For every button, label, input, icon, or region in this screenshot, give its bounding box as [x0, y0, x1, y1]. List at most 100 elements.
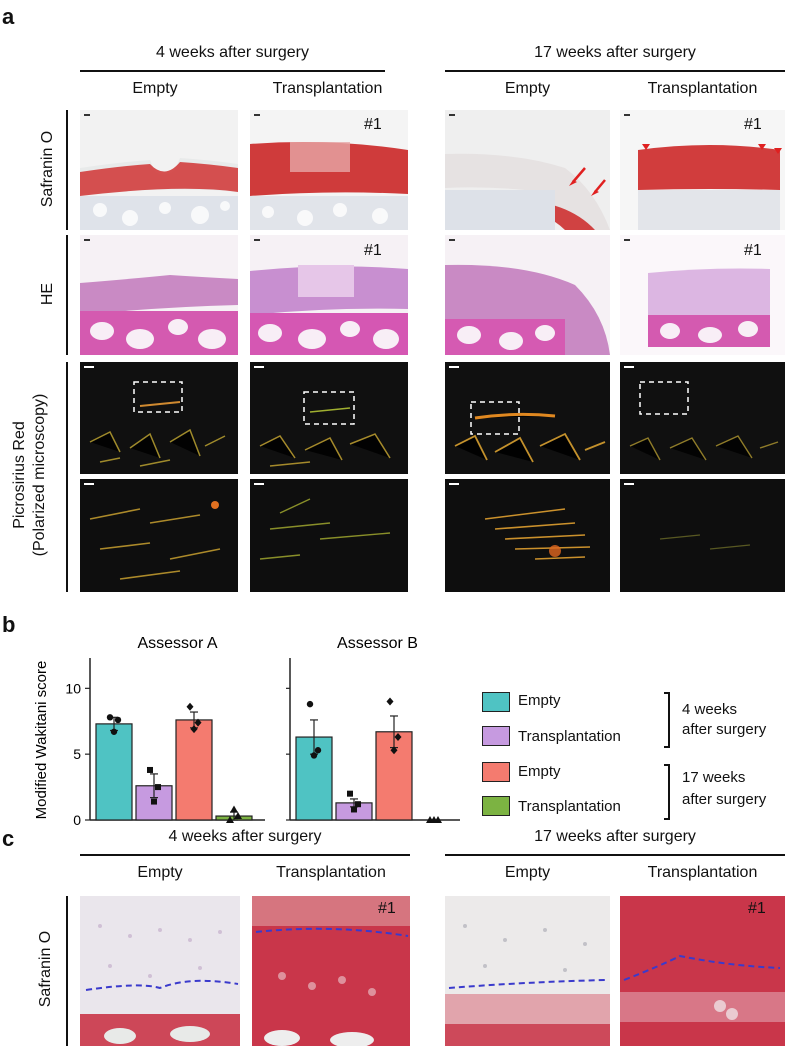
legend-label-empty-17wk: Empty [518, 763, 561, 780]
picrosirius-empty-4wk-zoom-image [80, 479, 238, 592]
scale-bar [84, 366, 94, 368]
row-divider-picrosirius [66, 362, 68, 592]
sample-tag: #1 [364, 242, 382, 259]
row-label-picrosirius: Picrosirius Red [11, 421, 28, 529]
sample-tag: #1 [744, 242, 762, 259]
c-safranin-empty-4wk-image [80, 896, 240, 1046]
legend-label-empty-4wk: Empty [518, 692, 561, 709]
c-row-divider [66, 896, 68, 1046]
picrosirius-transplant-17wk-image [620, 362, 785, 474]
row-label-safranin: Safranin O [39, 130, 56, 208]
c-group-divider-4wk [80, 854, 410, 856]
c-sample-tag: #1 [748, 900, 766, 917]
data-point [314, 747, 322, 754]
y-tick-label: 0 [73, 812, 81, 828]
data-point [190, 725, 198, 734]
c-safranin-empty-17wk-image [445, 896, 610, 1046]
legend-bracket-17wk [664, 764, 670, 820]
legend-group-4wk-line2: after surgery [682, 721, 767, 738]
data-point [310, 752, 318, 759]
safranin-transplant-17wk-image [620, 110, 785, 230]
panel-a-letter: a [2, 4, 15, 29]
he-transplant-17wk-image [620, 235, 785, 355]
data-point [234, 812, 242, 820]
he-transplant-4wk-image [250, 235, 408, 355]
scale-bar [254, 239, 260, 241]
col-header-transplant-4wk: Transplantation [272, 80, 383, 97]
data-point [430, 816, 438, 823]
scale-bar [254, 114, 260, 116]
bar [295, 736, 333, 821]
c-col-header-transplant-4wk: Transplantation [276, 864, 386, 881]
panel-b-letter: b [2, 612, 16, 637]
y-tick-label: 10 [65, 680, 81, 696]
data-point [394, 733, 402, 742]
group-divider-4wk [80, 70, 385, 72]
scale-bar [449, 483, 459, 485]
picrosirius-empty-17wk-image [445, 362, 610, 474]
scale-bar [449, 114, 455, 116]
scale-bar [449, 366, 459, 368]
data-point [351, 806, 357, 813]
data-point [110, 728, 118, 735]
c-sample-tag: #1 [378, 900, 396, 917]
y-axis-label: Modified Wakitani score [33, 661, 50, 820]
data-point [226, 816, 234, 823]
legend-swatch-transplant-4wk [482, 726, 510, 746]
data-point [194, 718, 202, 727]
legend-label-transplant-17wk: Transplantation [518, 798, 621, 815]
c-col-header-transplant-17wk: Transplantation [647, 864, 758, 881]
sample-tag: #1 [744, 116, 762, 133]
data-point [106, 714, 114, 721]
facet-title: Assessor A [137, 635, 217, 652]
safranin-empty-4wk-image [80, 110, 238, 230]
legend-group-4wk-line1: 4 weeks [682, 701, 738, 718]
scale-bar [624, 483, 634, 485]
data-point [230, 805, 238, 813]
row-label-he: HE [39, 282, 56, 306]
scale-bar [254, 483, 264, 485]
group-divider-17wk [445, 70, 785, 72]
legend-bracket-4wk [664, 692, 670, 748]
scale-bar [624, 114, 630, 116]
scale-bar [84, 239, 90, 241]
bar [175, 719, 213, 821]
col-header-transplant-17wk: Transplantation [647, 80, 758, 97]
legend-group-17wk-line2: after surgery [682, 791, 767, 808]
c-group-header-4wk: 4 weeks after surgery [168, 828, 322, 845]
col-header-empty-17wk: Empty [504, 80, 551, 97]
scale-bar [624, 366, 634, 368]
data-point [347, 790, 353, 797]
y-tick-label: 5 [73, 746, 81, 762]
legend-label-transplant-4wk: Transplantation [518, 728, 621, 745]
sample-tag: #1 [364, 116, 382, 133]
row-label-polarized: (Polarized microscopy) [31, 393, 48, 557]
legend-swatch-empty-17wk [482, 762, 510, 782]
scale-bar [624, 239, 630, 241]
wakitani-score-chart: Modified Wakitani score Assessor A 0 5 10 As… [33, 635, 460, 828]
c-safranin-transplant-17wk-image [620, 896, 785, 1046]
data-point [306, 700, 314, 708]
scale-bar [84, 483, 94, 485]
c-col-header-empty-17wk: Empty [504, 864, 551, 881]
safranin-empty-17wk-image [445, 110, 610, 230]
data-point [386, 697, 394, 706]
panel-c-letter: c [2, 826, 15, 851]
group-header-17wk: 17 weeks after surgery [534, 44, 696, 61]
picrosirius-empty-17wk-zoom-image [445, 479, 610, 592]
he-empty-17wk-image [445, 235, 610, 355]
c-col-header-empty-4wk: Empty [137, 864, 183, 881]
safranin-transplant-4wk-image [250, 110, 408, 230]
data-point [114, 716, 122, 724]
c-row-label-safranin: Safranin O [37, 930, 54, 1008]
row-divider-he [66, 235, 68, 355]
scale-bar [84, 114, 90, 116]
c-group-header-17wk: 17 weeks after surgery [534, 828, 696, 845]
picrosirius-empty-4wk-image [80, 362, 238, 474]
group-header-4wk: 4 weeks after surgery [156, 44, 309, 61]
facet-title: Assessor B [337, 635, 418, 652]
picrosirius-transplant-4wk-image [250, 362, 408, 474]
picrosirius-transplant-4wk-zoom-image [250, 479, 408, 592]
picrosirius-transplant-17wk-zoom-image [620, 479, 785, 592]
data-point [390, 746, 398, 755]
